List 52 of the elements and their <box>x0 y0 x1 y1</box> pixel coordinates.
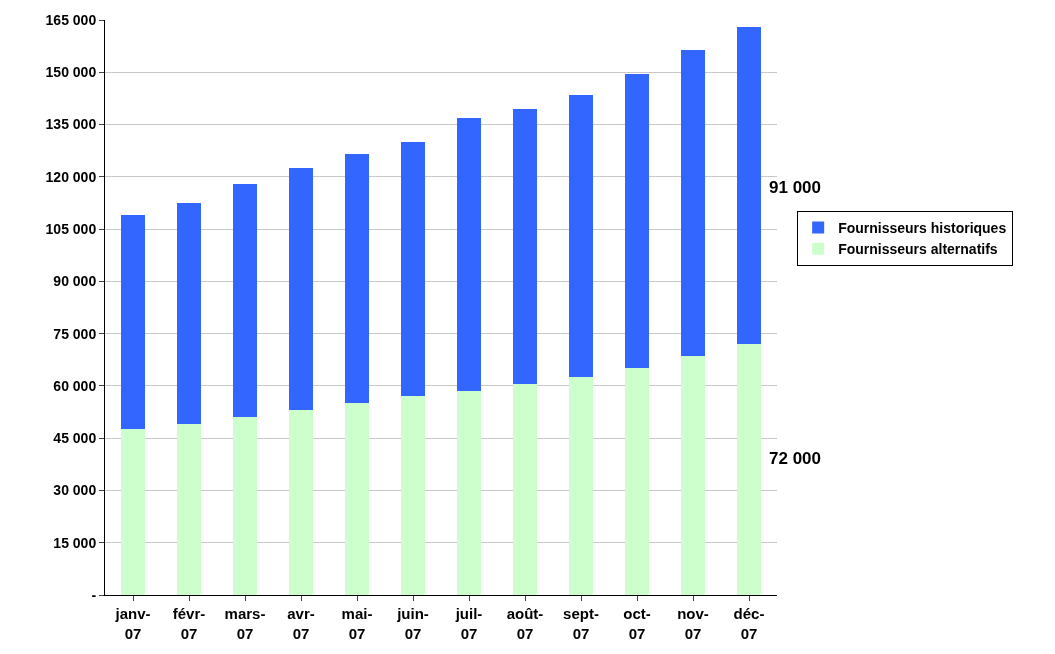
bar <box>400 396 426 595</box>
bar <box>456 391 482 595</box>
bar <box>512 384 538 595</box>
y-tick-label: 45 000 <box>53 430 97 447</box>
bar <box>232 183 258 418</box>
bar <box>512 108 538 385</box>
y-tick-label: 165 000 <box>45 11 97 28</box>
bar <box>120 429 146 595</box>
y-tick-label: 135 000 <box>45 116 97 133</box>
legend-label: Fournisseurs alternatifs <box>838 241 998 258</box>
bar <box>288 168 314 411</box>
y-tick-label: 75 000 <box>53 325 97 342</box>
x-tick-label: oct-07 <box>623 605 651 642</box>
bar <box>568 94 594 378</box>
x-tick-label: mars-07 <box>224 605 266 642</box>
bar <box>344 403 370 595</box>
x-tick-label: sept-07 <box>563 605 599 642</box>
x-tick-label: févr-07 <box>172 605 206 642</box>
x-tick-label: avr-07 <box>287 605 315 642</box>
annotation: 91 000 <box>769 178 821 197</box>
bar <box>624 368 650 595</box>
x-tick-label: déc-07 <box>733 605 765 642</box>
bar <box>456 117 482 392</box>
x-tick-label: juil-07 <box>454 605 483 642</box>
y-tick-label: 120 000 <box>45 168 97 185</box>
y-tick-label: 60 000 <box>53 377 97 394</box>
bar <box>736 26 762 345</box>
y-tick-label: 15 000 <box>53 534 97 551</box>
bar <box>176 424 202 595</box>
bar <box>120 215 146 430</box>
bar <box>232 417 258 595</box>
x-tick-label: nov-07 <box>677 605 709 642</box>
annotation: 72 000 <box>769 449 821 468</box>
x-tick-label: août-07 <box>506 605 544 642</box>
bar <box>400 141 426 397</box>
bar <box>680 49 706 357</box>
bar <box>344 154 370 404</box>
bar <box>176 202 202 425</box>
y-tick-label: 90 000 <box>53 273 97 290</box>
x-tick-label: mai-07 <box>341 605 373 642</box>
legend-label: Fournisseurs historiques <box>838 220 1007 237</box>
y-tick-label: 30 000 <box>53 482 97 499</box>
bar <box>736 344 762 595</box>
y-tick-label: 150 000 <box>45 64 97 81</box>
y-tick-label: 105 000 <box>45 220 97 237</box>
x-tick-label: juin-07 <box>396 605 429 642</box>
bar <box>680 356 706 595</box>
bar <box>288 410 314 595</box>
bar <box>568 377 594 595</box>
y-tick-label: - <box>91 586 97 603</box>
x-tick-label: janv-07 <box>114 605 151 642</box>
bar <box>624 74 650 369</box>
